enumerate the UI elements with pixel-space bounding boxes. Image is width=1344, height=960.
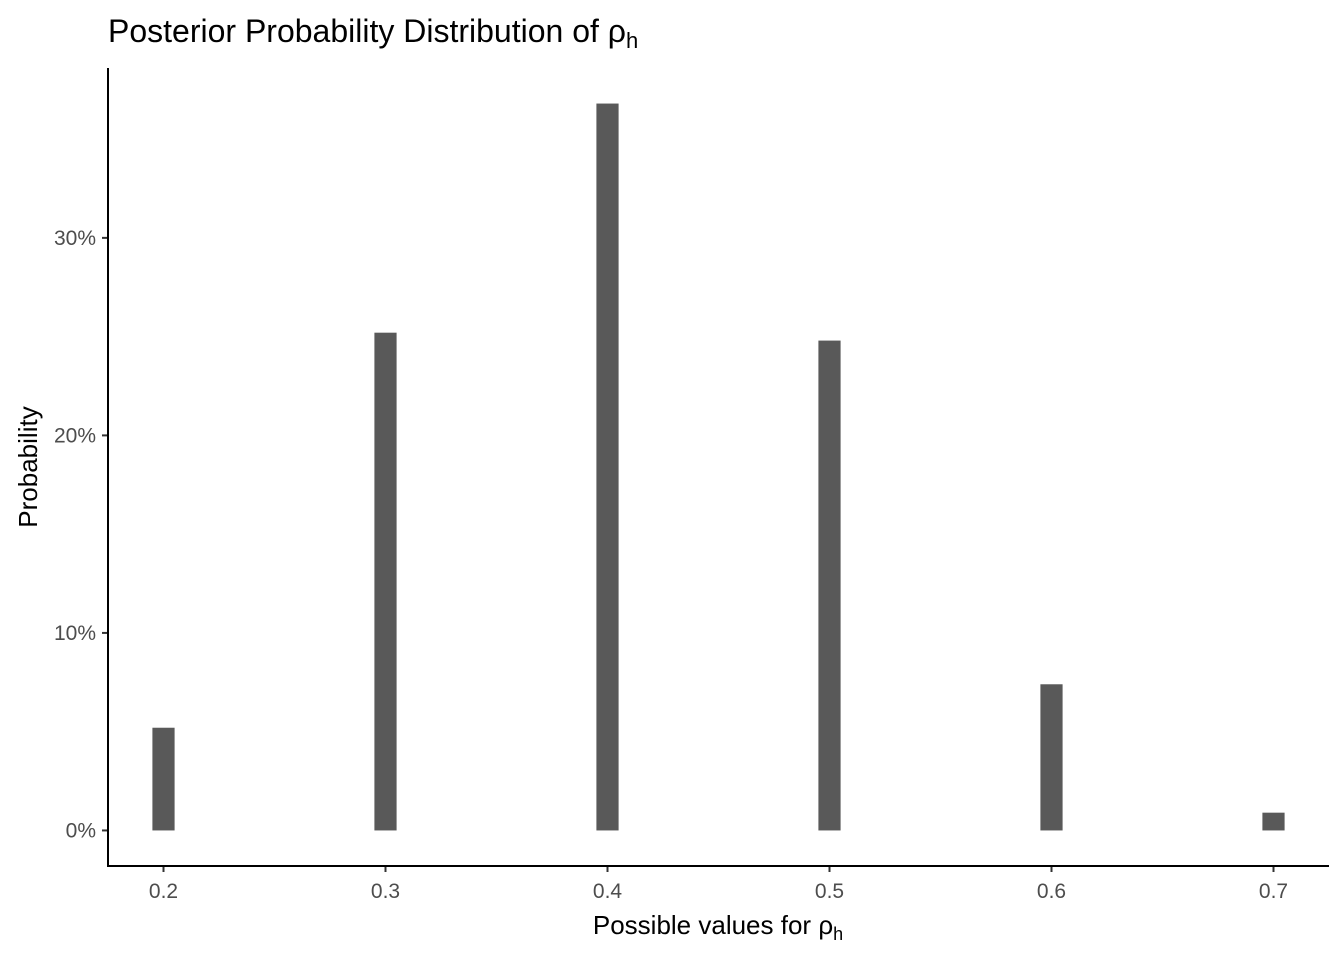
- bar-0-4: [596, 103, 619, 831]
- chart-title: Posterior Probability Distribution of ρh: [108, 13, 638, 53]
- y-tick-label: 30%: [54, 227, 96, 250]
- bar-0-2: [152, 727, 175, 831]
- x-axis-title: Possible values for ρh: [593, 910, 843, 944]
- bar-0-5: [818, 340, 841, 831]
- x-axis-ticks: 0.2 0.3 0.4 0.5 0.6 0.7: [149, 866, 1288, 903]
- bar-0-6: [1040, 684, 1063, 831]
- x-tick-label: 0.5: [815, 880, 844, 903]
- y-axis-ticks: 0% 10% 20% 30%: [54, 227, 108, 842]
- chart-title-symbol: ρ: [608, 13, 626, 49]
- x-tick-label: 0.3: [371, 880, 400, 903]
- x-tick-label: 0.6: [1037, 880, 1066, 903]
- bars: [152, 103, 1285, 831]
- chart-title-subscript: h: [626, 28, 638, 53]
- y-tick-label: 10%: [54, 622, 96, 645]
- bar-0-3: [374, 332, 397, 831]
- x-axis-title-text: Possible values for: [593, 910, 818, 940]
- bar-0-7: [1262, 812, 1285, 831]
- y-tick-label: 20%: [54, 424, 96, 447]
- x-axis-title-symbol: ρ: [818, 910, 833, 940]
- y-tick-label: 0%: [66, 819, 96, 842]
- chart-title-text: Posterior Probability Distribution of: [108, 13, 608, 49]
- x-tick-label: 0.7: [1259, 880, 1288, 903]
- x-tick-label: 0.4: [593, 880, 623, 903]
- x-axis-title-subscript: h: [833, 924, 843, 944]
- y-axis-title: Probability: [13, 406, 43, 527]
- x-tick-label: 0.2: [149, 880, 178, 903]
